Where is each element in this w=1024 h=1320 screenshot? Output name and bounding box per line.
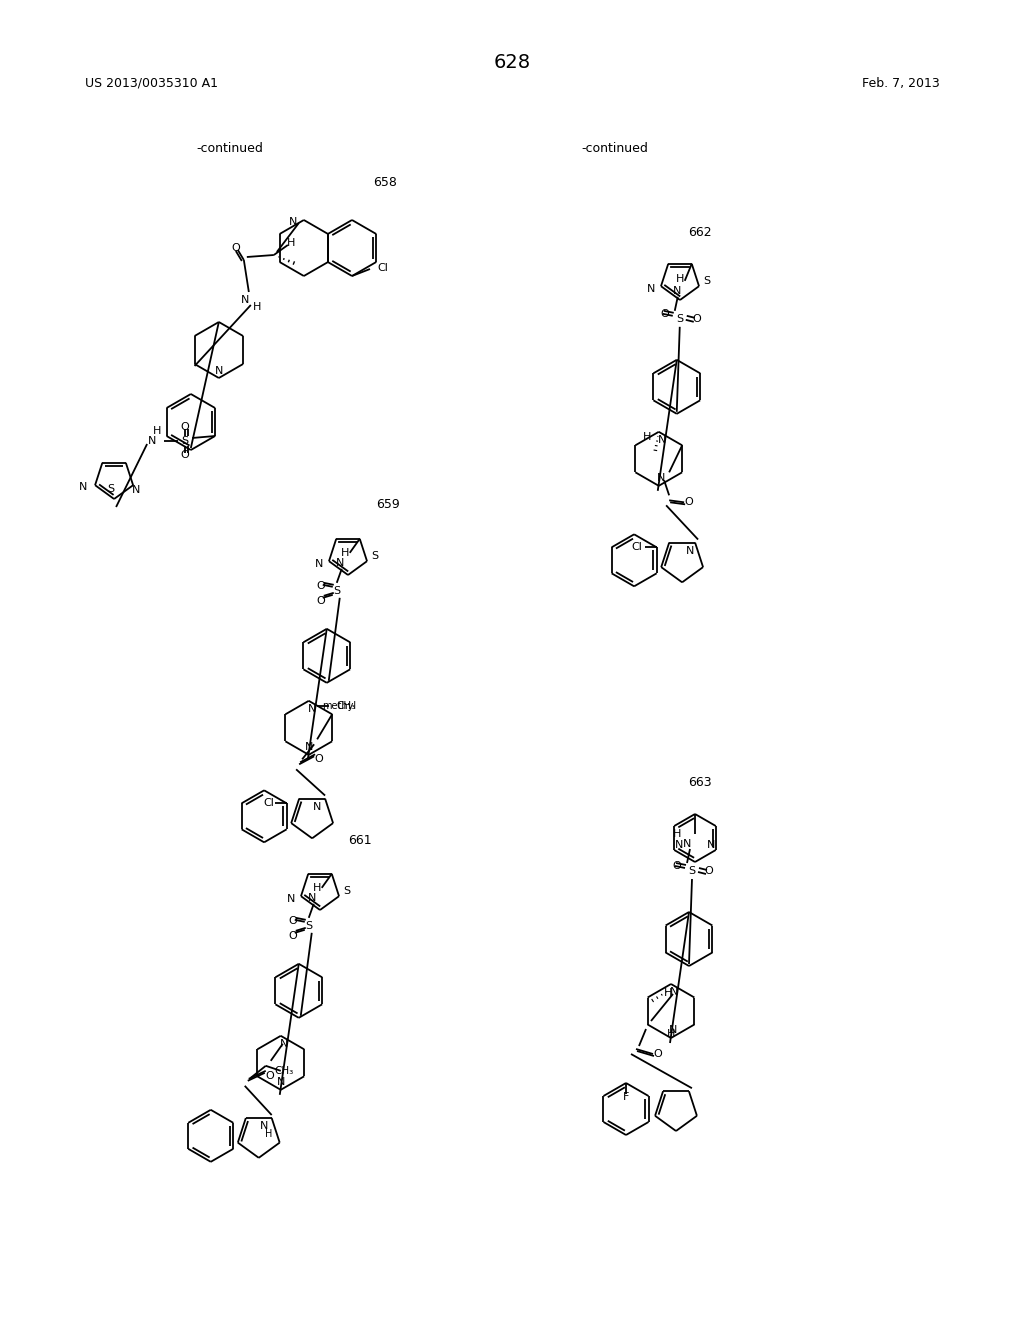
Text: O: O xyxy=(316,581,326,591)
Text: O: O xyxy=(180,422,189,432)
Text: N: N xyxy=(287,894,295,904)
Text: 662: 662 xyxy=(688,226,712,239)
Text: CH₃: CH₃ xyxy=(274,1065,294,1076)
Text: O: O xyxy=(673,861,681,871)
Text: Cl: Cl xyxy=(263,799,274,808)
Text: CH₃: CH₃ xyxy=(337,701,356,710)
Text: N: N xyxy=(215,366,223,376)
Text: H: H xyxy=(265,1129,272,1139)
Text: N: N xyxy=(647,284,655,294)
Text: S: S xyxy=(676,314,683,323)
Text: O: O xyxy=(265,1071,274,1081)
Text: N: N xyxy=(707,840,715,850)
Text: H: H xyxy=(664,987,672,998)
Text: O: O xyxy=(653,1049,663,1059)
Text: H: H xyxy=(643,432,651,442)
Text: N: N xyxy=(276,1077,285,1086)
Text: S: S xyxy=(333,586,340,595)
Text: N: N xyxy=(683,840,691,849)
Text: S: S xyxy=(703,276,711,286)
Text: N: N xyxy=(259,1121,268,1131)
Text: H: H xyxy=(153,426,161,436)
Text: N: N xyxy=(673,286,681,296)
Text: H: H xyxy=(676,273,684,284)
Text: N: N xyxy=(289,216,297,227)
Text: S: S xyxy=(688,866,695,876)
Text: H: H xyxy=(253,302,261,312)
Text: S: S xyxy=(181,436,188,446)
Text: S: S xyxy=(305,921,312,931)
Text: O: O xyxy=(231,243,241,253)
Text: N: N xyxy=(304,742,313,752)
Text: H: H xyxy=(287,238,295,248)
Text: O: O xyxy=(180,450,189,459)
Text: N: N xyxy=(669,1026,677,1035)
Text: O: O xyxy=(289,931,297,941)
Text: N: N xyxy=(307,892,316,903)
Text: O: O xyxy=(660,309,669,319)
Text: S: S xyxy=(343,886,350,896)
Text: H: H xyxy=(673,829,681,840)
Text: O: O xyxy=(289,916,297,925)
Text: N: N xyxy=(336,558,344,568)
Text: N: N xyxy=(280,1039,288,1049)
Text: Cl: Cl xyxy=(377,263,388,273)
Text: N: N xyxy=(132,486,140,495)
Text: N: N xyxy=(670,987,678,997)
Text: -continued: -continued xyxy=(582,141,648,154)
Text: H: H xyxy=(341,548,349,558)
Text: 663: 663 xyxy=(688,776,712,788)
Text: methyl: methyl xyxy=(322,701,355,710)
Text: O: O xyxy=(314,754,324,764)
Text: N: N xyxy=(241,294,249,305)
Text: S: S xyxy=(108,484,115,494)
Text: O: O xyxy=(705,866,714,876)
Text: N: N xyxy=(307,704,316,714)
Text: N: N xyxy=(314,560,324,569)
Text: 659: 659 xyxy=(376,499,400,511)
Text: N: N xyxy=(686,545,694,556)
Text: H: H xyxy=(312,883,321,892)
Text: -continued: -continued xyxy=(197,141,263,154)
Text: N: N xyxy=(675,840,683,850)
Text: H: H xyxy=(667,1030,675,1039)
Text: US 2013/0035310 A1: US 2013/0035310 A1 xyxy=(85,77,218,90)
Text: S: S xyxy=(372,552,379,561)
Text: N: N xyxy=(147,436,157,446)
Text: Cl: Cl xyxy=(631,543,642,552)
Text: F: F xyxy=(623,1092,629,1102)
Text: 628: 628 xyxy=(494,53,530,71)
Text: N: N xyxy=(657,434,666,445)
Text: N: N xyxy=(313,801,322,812)
Text: N: N xyxy=(656,473,665,483)
Text: O: O xyxy=(685,498,693,507)
Text: N: N xyxy=(79,482,87,492)
Text: 661: 661 xyxy=(348,833,372,846)
Text: O: O xyxy=(316,595,326,606)
Text: Feb. 7, 2013: Feb. 7, 2013 xyxy=(862,77,940,90)
Text: O: O xyxy=(692,314,701,323)
Text: 658: 658 xyxy=(373,177,397,190)
